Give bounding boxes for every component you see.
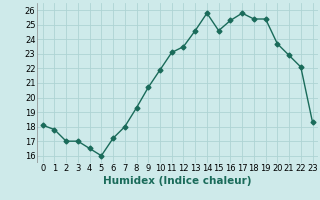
- X-axis label: Humidex (Indice chaleur): Humidex (Indice chaleur): [103, 176, 252, 186]
